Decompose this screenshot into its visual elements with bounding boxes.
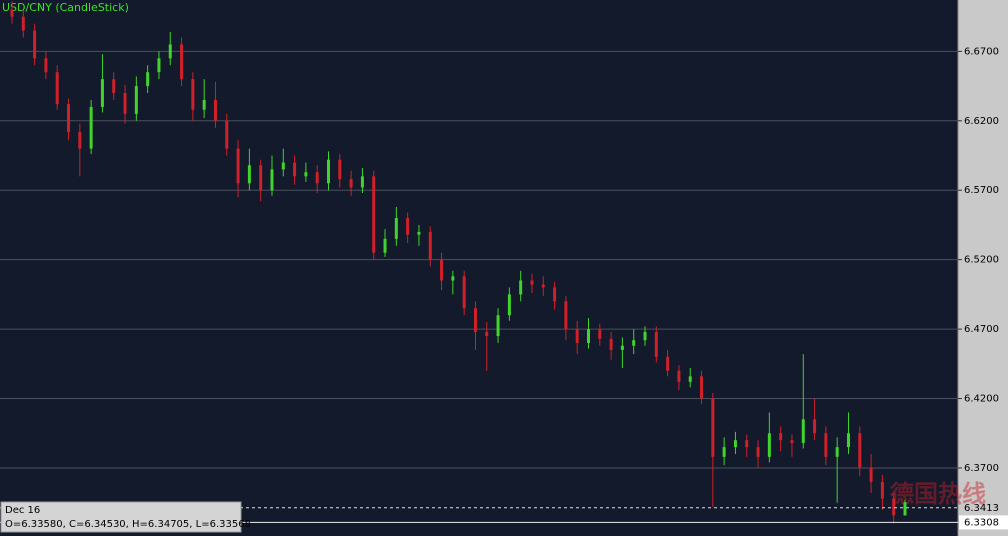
candle-body — [485, 331, 489, 337]
candle-body — [146, 72, 150, 87]
candle-body — [541, 284, 545, 288]
candle-body — [270, 169, 274, 191]
y-tick-label: 6.4700 — [964, 324, 999, 335]
candle-body — [78, 131, 82, 149]
candle-body — [564, 301, 568, 330]
y-tick-label: 6.6200 — [964, 116, 999, 127]
candle-body — [21, 16, 25, 31]
candle-body — [677, 370, 681, 382]
candle-body — [530, 280, 534, 285]
candle-body — [394, 218, 398, 239]
last-price-label: 6.3413 — [964, 503, 999, 514]
candle-body — [824, 433, 828, 457]
candle-body — [191, 79, 195, 110]
candle-body — [688, 376, 692, 382]
candle-body — [372, 176, 376, 253]
y-tick-label: 6.5200 — [964, 255, 999, 266]
info-box — [0, 501, 242, 533]
bid-price-box — [959, 515, 1008, 530]
candle-body — [33, 30, 37, 59]
candle-body — [632, 340, 636, 346]
candle-body — [880, 481, 884, 499]
candle-body — [213, 99, 217, 121]
candle-body — [157, 58, 161, 73]
candle-body — [869, 467, 873, 482]
candle-body — [620, 345, 624, 350]
candle-body — [451, 276, 455, 281]
y-tick-label: 6.5700 — [964, 185, 999, 196]
y-tick-label: 6.4200 — [964, 394, 999, 405]
plot-area — [0, 0, 958, 536]
candle-body — [259, 165, 263, 191]
candle-body — [180, 44, 184, 80]
candle-body — [281, 162, 285, 170]
candle-body — [745, 440, 749, 448]
candle-body — [123, 93, 127, 114]
candle-body — [55, 72, 59, 105]
price-axis — [958, 0, 1008, 536]
candle-body — [338, 159, 342, 180]
candle-body — [304, 172, 308, 177]
candle-body — [711, 398, 715, 457]
candle-body — [767, 433, 771, 457]
candle-body — [236, 148, 240, 184]
candle-body — [67, 104, 71, 132]
candle-body — [440, 259, 444, 281]
candle-body — [89, 106, 93, 149]
candle-body — [202, 99, 206, 110]
candle-body — [349, 179, 353, 188]
candle-body — [609, 338, 613, 350]
candle-body — [846, 433, 850, 448]
candle-body — [383, 238, 387, 253]
candle-body — [790, 440, 794, 443]
candle-body — [598, 329, 602, 339]
candle-body — [801, 419, 805, 443]
candle-body — [575, 329, 579, 343]
candle-body — [654, 331, 658, 357]
y-tick-label: 6.6700 — [964, 46, 999, 57]
candle-body — [722, 447, 726, 457]
candle-body — [519, 280, 523, 295]
candle-body — [553, 287, 557, 302]
candle-body — [666, 356, 670, 371]
candle-body — [406, 218, 410, 235]
info-date: Dec 16 — [5, 505, 40, 516]
candle-body — [225, 120, 229, 149]
candle-body — [643, 331, 647, 341]
candle-body — [813, 419, 817, 434]
candle-body — [496, 315, 500, 337]
candle-body — [247, 165, 251, 184]
candle-body — [112, 79, 116, 94]
candle-body — [315, 172, 319, 184]
candle-body — [100, 79, 104, 107]
candle-body — [44, 58, 48, 73]
candle-body — [756, 447, 760, 457]
candle-body — [858, 433, 862, 468]
candle-body — [892, 498, 896, 516]
candle-body — [134, 86, 138, 114]
y-tick-label: 6.3700 — [964, 463, 999, 474]
info-ohlc: O=6.33580, C=6.34530, H=6.34705, L=6.335… — [5, 519, 251, 530]
bid-price-label: 6.3308 — [964, 517, 999, 528]
candle-body — [293, 162, 297, 177]
candle-body — [835, 447, 839, 457]
candle-body — [168, 44, 172, 59]
candle-body — [417, 231, 421, 235]
candle-body — [733, 440, 737, 448]
candle-body — [507, 294, 511, 316]
candle-body — [473, 308, 477, 332]
candle-body — [360, 176, 364, 188]
candle-body — [903, 502, 907, 516]
candle-body — [10, 9, 14, 17]
candle-body — [586, 329, 590, 343]
candle-body — [779, 433, 783, 441]
candle-body — [327, 159, 331, 184]
candle-body — [462, 276, 466, 309]
candle-body — [428, 231, 432, 260]
chart-title: USD/CNY (CandleStick) — [2, 1, 129, 14]
candle-body — [700, 376, 704, 399]
